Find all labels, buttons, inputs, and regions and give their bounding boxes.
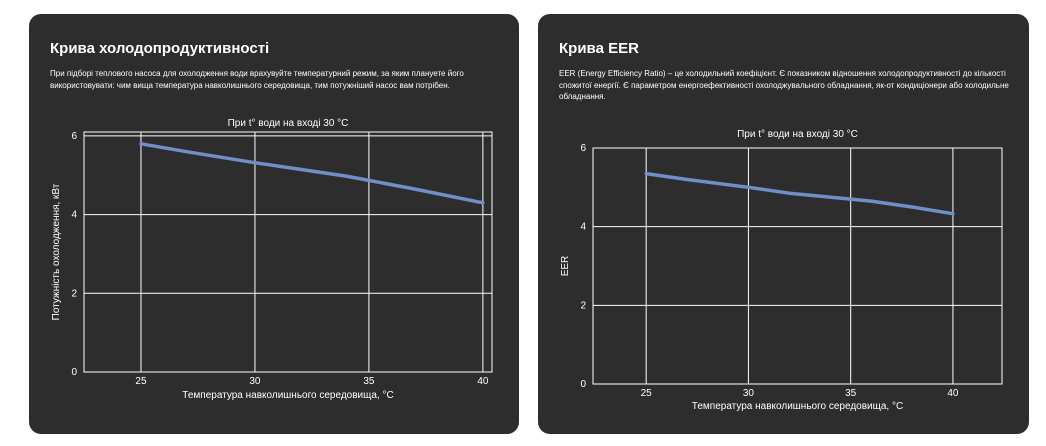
x-axis-label: Температура навколишнього середовища, °C [692,401,903,412]
y-axis-label: Потужність охолодження, кВт [51,183,62,320]
chart-title: При t° води на вході 30 °C [737,129,858,140]
plot-area [592,147,1003,385]
eer-card: Крива EER EER (Energy Efficiency Ratio) … [538,14,1029,434]
chart-title: При t° води на вході 30 °C [228,118,349,129]
card-title: Крива холодопродуктивності [50,40,270,57]
card-title: Крива EER [559,40,639,57]
x-tick-label: 30 [743,388,755,399]
eer-chart: 25 30 35 40 0 2 4 6 При t° води на вході 30 °C Те… [560,129,1003,412]
x-tick-label: 30 [249,376,261,387]
card-description: При підборі теплового насоса для охолодж… [50,69,464,90]
plot-area [83,131,493,373]
y-tick-label: 2 [71,288,77,299]
y-tick-label: 4 [71,210,77,221]
y-tick-label: 4 [580,222,586,233]
y-axis-label: EER [560,256,571,277]
x-axis-label: Температура навколишнього середовища, °C [182,390,393,401]
card-description: EER (Energy Efficiency Ratio) – це холод… [559,69,1009,101]
cooling-capacity-card: Крива холодопродуктивності При підборі т… [29,14,519,434]
y-tick-label: 6 [580,143,586,154]
x-tick-label: 25 [641,388,653,399]
x-tick-label: 35 [845,388,857,399]
y-tick-label: 2 [580,300,586,311]
x-tick-label: 35 [363,376,375,387]
y-tick-label: 6 [71,131,77,142]
x-tick-label: 25 [135,376,147,387]
x-tick-label: 40 [947,388,959,399]
series-line [644,171,955,216]
cooling-capacity-chart: 25 30 35 40 0 2 4 6 При t° води на вході 30 °C Те… [51,118,493,401]
y-tick-label: 0 [71,367,77,378]
series-line [139,142,485,205]
y-tick-label: 0 [580,379,586,390]
x-tick-label: 40 [477,376,489,387]
